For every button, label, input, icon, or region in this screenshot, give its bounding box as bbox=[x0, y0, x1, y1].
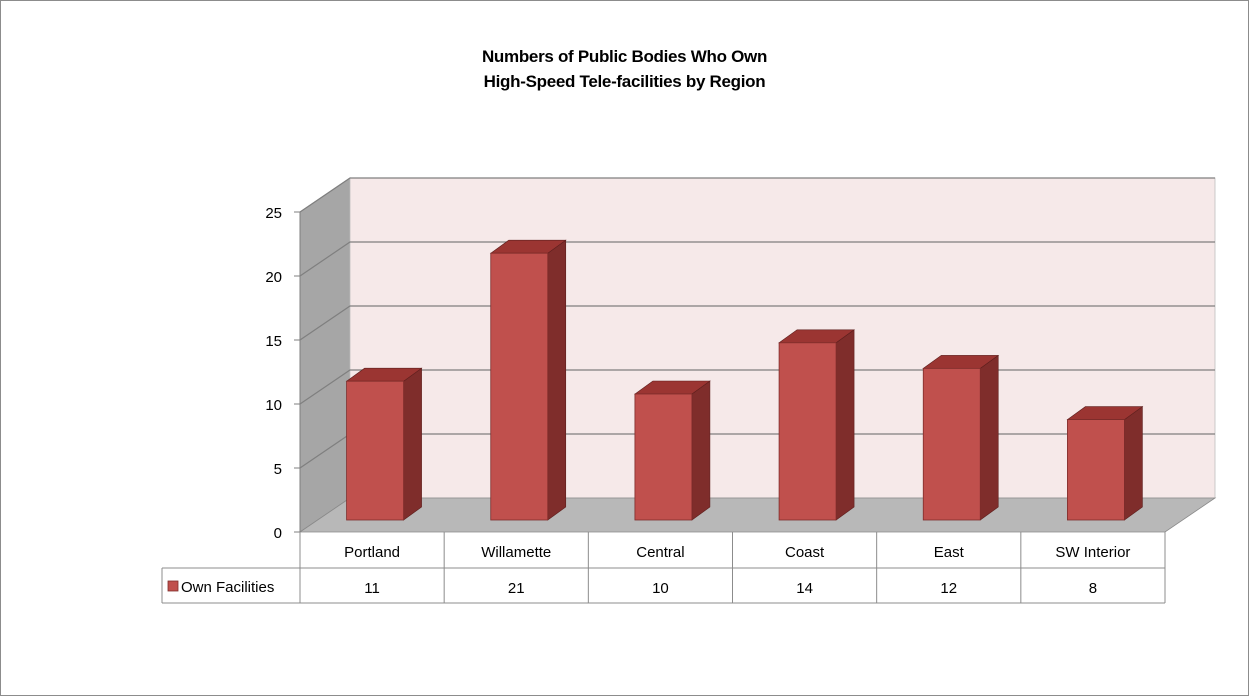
bar-side bbox=[691, 380, 711, 521]
chart-title-line-1: Numbers of Public Bodies Who Own bbox=[481, 47, 768, 66]
data-label: 14 bbox=[796, 580, 813, 597]
legend-swatch bbox=[167, 580, 179, 592]
category-label: Portland bbox=[344, 544, 400, 561]
bar bbox=[922, 354, 1000, 521]
bar-side bbox=[403, 367, 422, 521]
chart-title-line-2: High-Speed Tele-facilities by Region bbox=[483, 72, 766, 91]
bar-front bbox=[922, 367, 981, 521]
bar-front bbox=[778, 342, 837, 521]
bar bbox=[778, 329, 856, 521]
category-label: Willamette bbox=[481, 544, 551, 561]
bar bbox=[345, 367, 423, 521]
bar-side bbox=[1124, 406, 1143, 521]
data-label: 8 bbox=[1089, 580, 1097, 597]
bar-front bbox=[1067, 419, 1125, 521]
gridline bbox=[299, 305, 1215, 341]
bar bbox=[1066, 406, 1144, 521]
data-label: 12 bbox=[940, 580, 957, 597]
category-label: SW Interior bbox=[1055, 544, 1130, 561]
bar-front bbox=[346, 380, 404, 521]
data-label: 11 bbox=[364, 580, 380, 597]
bar-side bbox=[547, 239, 567, 521]
category-label: Coast bbox=[785, 544, 825, 561]
legend-label: Own Facilities bbox=[181, 579, 274, 596]
y-tick-label: 5 bbox=[274, 461, 282, 478]
bar-front bbox=[634, 393, 693, 521]
chart-title: Numbers of Public Bodies Who Own High-Sp… bbox=[0, 44, 1249, 94]
data-label: 21 bbox=[508, 580, 525, 597]
category-label: East bbox=[934, 544, 965, 561]
bar-side bbox=[979, 354, 999, 521]
gridline bbox=[299, 177, 1215, 213]
gridline bbox=[299, 241, 1215, 277]
y-tick-label: 15 bbox=[265, 333, 282, 350]
y-tick-label: 20 bbox=[265, 269, 282, 286]
side-wall bbox=[299, 177, 351, 533]
y-tick-label: 10 bbox=[265, 397, 282, 414]
data-label: 10 bbox=[652, 580, 669, 597]
y-tick-label: 25 bbox=[265, 205, 282, 222]
bar bbox=[489, 239, 567, 521]
bar-front bbox=[490, 252, 549, 521]
category-label: Central bbox=[636, 544, 684, 561]
bar bbox=[633, 380, 711, 521]
bar-side bbox=[835, 329, 855, 521]
y-tick-label: 0 bbox=[274, 525, 282, 542]
